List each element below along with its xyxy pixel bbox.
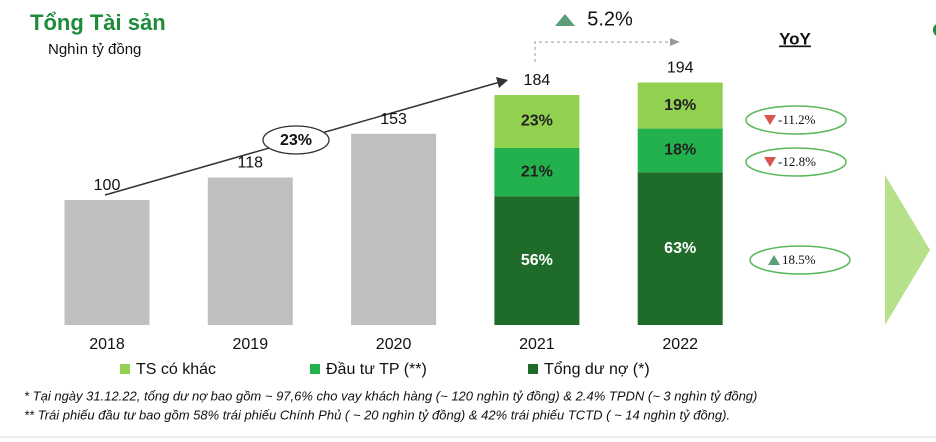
bar-segment bbox=[637, 128, 723, 173]
yoy-ellipse bbox=[749, 245, 851, 275]
total-label: 100 bbox=[94, 177, 121, 194]
legend-label: Tổng dư nợ (*) bbox=[544, 360, 650, 378]
total-label: 153 bbox=[380, 111, 407, 128]
chart-title: Tổng Tài sản bbox=[30, 10, 166, 35]
total-label: 194 bbox=[667, 60, 694, 77]
bar-segment bbox=[494, 147, 580, 197]
chart-subtitle: Nghìn tỷ đồng bbox=[48, 41, 141, 58]
bar-segment bbox=[637, 172, 723, 325]
next-arrow bbox=[885, 175, 930, 325]
bar bbox=[207, 177, 293, 325]
yoy-icon bbox=[764, 157, 776, 167]
growth-label: 23% bbox=[280, 132, 312, 149]
growth-arrowhead bbox=[496, 77, 508, 88]
bar-segment bbox=[494, 196, 580, 325]
legend-label: Đầu tư TP (**) bbox=[326, 361, 427, 378]
yoy-icon bbox=[768, 255, 780, 265]
segment-label: 56% bbox=[521, 252, 553, 269]
bar bbox=[351, 133, 437, 325]
yoy-label: -12.8% bbox=[778, 154, 816, 169]
yoy-icon bbox=[764, 115, 776, 125]
x-tick-label: 2021 bbox=[519, 336, 555, 353]
footnote: * Tại ngày 31.12.22, tổng dư nợ bao gồm … bbox=[24, 388, 757, 403]
x-tick-label: 2022 bbox=[662, 336, 698, 353]
segment-label: 63% bbox=[664, 240, 696, 257]
bar bbox=[64, 200, 150, 325]
segment-label: 23% bbox=[521, 113, 553, 130]
x-tick-label: 2019 bbox=[233, 336, 269, 353]
segment-label: 18% bbox=[664, 142, 696, 159]
yoy-ellipse bbox=[745, 147, 847, 177]
yoy-bracket-head bbox=[670, 38, 680, 46]
x-tick-label: 2020 bbox=[376, 336, 412, 353]
bar-segment bbox=[637, 82, 723, 129]
growth-ellipse bbox=[262, 125, 330, 155]
yoy-label: -11.2% bbox=[778, 112, 816, 127]
yoy-title: YoY bbox=[779, 29, 811, 48]
footnote: ** Trái phiếu đầu tư bao gồm 58% trái ph… bbox=[24, 407, 730, 422]
total-label: 118 bbox=[238, 155, 264, 172]
x-tick-label: 2018 bbox=[89, 336, 125, 353]
yoy-bracket bbox=[534, 41, 672, 62]
legend-swatch bbox=[310, 364, 320, 374]
legend-label: TS có khác bbox=[136, 361, 216, 378]
yoy-ellipse bbox=[745, 105, 847, 135]
yoy-up-icon bbox=[555, 14, 575, 26]
legend-swatch bbox=[120, 364, 130, 374]
bar-segment bbox=[494, 95, 580, 148]
deco-dot bbox=[933, 24, 936, 36]
yoy-total-label: 5.2% bbox=[587, 8, 633, 30]
segment-label: 19% bbox=[664, 97, 696, 114]
segment-label: 21% bbox=[521, 163, 553, 180]
total-label: 184 bbox=[524, 72, 551, 89]
yoy-label: 18.5% bbox=[782, 252, 816, 267]
legend-swatch bbox=[528, 364, 538, 374]
